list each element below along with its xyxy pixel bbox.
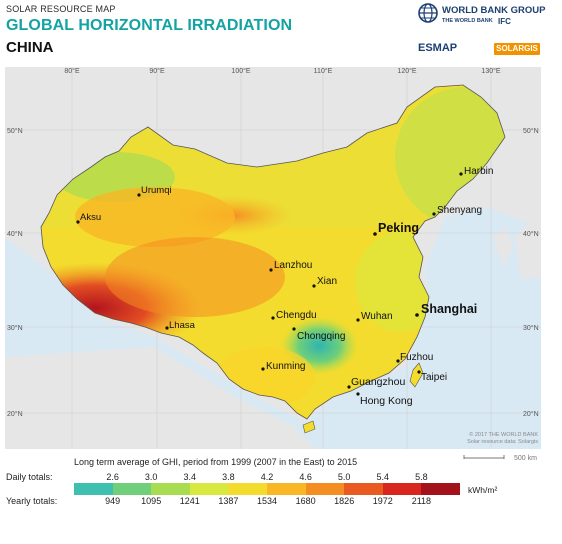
world-bank-group-text: WORLD BANK GROUP <box>442 5 546 16</box>
lon-label: 90°E <box>149 67 165 75</box>
daily-tick-label: 3.8 <box>222 472 235 482</box>
lat-label: 50°N <box>523 127 539 135</box>
globe-icon <box>418 3 438 23</box>
solargis-logo: SOLARGIS <box>494 43 540 55</box>
legend-color-step <box>74 483 114 495</box>
country-name: CHINA <box>6 39 54 56</box>
city-label: Lhasa <box>169 320 196 331</box>
city-label: Harbin <box>464 166 493 177</box>
lat-label: 20°N <box>523 410 539 418</box>
legend-color-step <box>421 483 461 495</box>
copyright-note: © 2017 THE WORLD BANK <box>469 431 538 438</box>
daily-tick-label: 5.4 <box>376 472 390 482</box>
legend-color-step <box>228 483 268 495</box>
southeast-asia-land <box>5 347 315 449</box>
city-label: Urumqi <box>141 185 172 196</box>
yearly-ticks: 949 1095 1241 1387 1534 1680 1826 1972 2118 <box>0 496 562 508</box>
world-bank-logo: WORLD BANK GROUP THE WORLD BANK IFC <box>418 3 558 37</box>
city-label: Aksu <box>80 212 101 223</box>
scale-label: 500 km <box>514 455 537 462</box>
taiwan-island <box>409 362 424 388</box>
city-label: Kunming <box>266 361 305 372</box>
korea-land <box>493 227 513 267</box>
yearly-tick-label: 1826 <box>334 496 355 506</box>
yearly-tick-label: 949 <box>105 496 121 506</box>
longitude-labels: 80°E 90°E 100°E 110°E 120°E 130°E <box>64 67 501 75</box>
ifc-logo-text: IFC <box>498 17 511 26</box>
yearly-tick-label: 1534 <box>256 496 278 506</box>
city-label: Shanghai <box>421 302 477 316</box>
data-source-note: Solar resource data: Solargis <box>467 439 538 445</box>
legend-color-step <box>382 483 422 495</box>
yearly-tick-label: 1095 <box>141 496 162 506</box>
daily-tick-label: 4.6 <box>299 472 312 482</box>
lon-label: 80°E <box>64 67 80 75</box>
legend-color-step <box>189 483 229 495</box>
irradiation-map: 80°E 90°E 100°E 110°E 120°E 130°E 50°N 4… <box>5 67 541 449</box>
daily-tick-label: 3.4 <box>183 472 197 482</box>
map-kicker: SOLAR RESOURCE MAP <box>6 4 116 14</box>
daily-tick-label: 3.0 <box>144 472 158 482</box>
legend-color-step <box>267 483 307 495</box>
lat-label: 40°N <box>7 230 23 238</box>
lat-label: 30°N <box>523 324 539 332</box>
unit-label: kWh/m² <box>468 485 498 495</box>
city-label: Peking <box>378 221 419 235</box>
scale-bar: 500 km <box>463 455 537 462</box>
daily-tick-label: 5.8 <box>415 472 428 482</box>
yearly-tick-label: 1680 <box>295 496 316 506</box>
city-label: Chongqing <box>297 331 345 342</box>
lon-label: 120°E <box>397 67 416 75</box>
daily-ticks: 2.6 3.0 3.4 3.8 4.2 4.6 5.0 5.4 5.8 <box>0 472 562 484</box>
lat-label: 40°N <box>523 230 539 238</box>
esmap-logo: ESMAP <box>418 42 458 54</box>
city-markers: Harbin Urumqi Aksu Shenyang Peking Lanzh… <box>76 166 493 407</box>
city-label: Lanzhou <box>274 260 312 271</box>
city-label: Guangzhou <box>351 376 405 388</box>
yearly-tick-label: 2118 <box>411 496 432 506</box>
yearly-totals-label: Yearly totals: <box>6 496 58 506</box>
japan-land <box>515 217 541 279</box>
legend-caption: Long term average of GHI, period from 19… <box>74 457 358 467</box>
city-label: Chengdu <box>276 310 317 321</box>
city-label: Hong Kong <box>360 395 413 407</box>
lat-label: 50°N <box>7 127 23 135</box>
lon-label: 100°E <box>231 67 250 75</box>
legend-color-step <box>112 483 152 495</box>
legend-color-step <box>344 483 384 495</box>
legend-color-step <box>305 483 345 495</box>
lat-label: 20°N <box>7 410 23 418</box>
city-label: Taipei <box>421 372 447 383</box>
daily-tick-label: 2.6 <box>106 472 119 482</box>
hainan-island <box>302 420 316 434</box>
legend-color-step <box>151 483 191 495</box>
yearly-tick-label: 1972 <box>372 496 393 506</box>
map-title: GLOBAL HORIZONTAL IRRADIATION <box>6 17 293 34</box>
city-label: Shenyang <box>437 205 482 216</box>
color-scale-bar <box>74 483 461 495</box>
china-border <box>40 84 506 420</box>
daily-totals-label: Daily totals: <box>6 472 53 482</box>
daily-tick-label: 5.0 <box>337 472 351 482</box>
lat-label: 30°N <box>7 324 23 332</box>
latitude-labels: 50°N 40°N 30°N 20°N 50°N 40°N 30°N 20°N <box>7 127 539 418</box>
city-label: Xian <box>317 276 337 287</box>
city-label: Wuhan <box>361 311 393 322</box>
city-label: Fuzhou <box>400 352 433 363</box>
daily-tick-label: 4.2 <box>260 472 274 482</box>
lon-label: 130°E <box>481 67 500 75</box>
yearly-tick-label: 1241 <box>179 496 200 506</box>
world-bank-sub-text: THE WORLD BANK <box>442 18 493 24</box>
yearly-tick-label: 1387 <box>218 496 239 506</box>
lon-label: 110°E <box>314 67 333 75</box>
